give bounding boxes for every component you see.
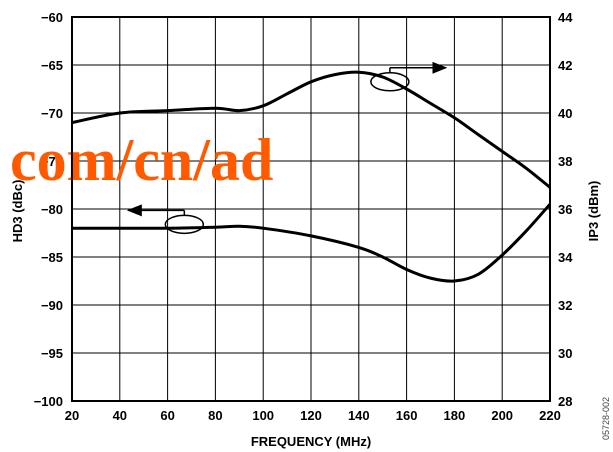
y-tick-label: −85 (41, 250, 63, 265)
y-tick-label: −90 (41, 298, 63, 313)
y-tick-label: −80 (41, 202, 63, 217)
y2-tick-label: 40 (558, 106, 572, 121)
y-tick-label: −65 (41, 58, 63, 73)
x-tick-label: 140 (348, 408, 370, 423)
x-tick-labels: 20 40 60 80 100 120 140 160 180 200 220 (65, 408, 561, 423)
x-tick-label: 20 (65, 408, 79, 423)
y-tick-label: −95 (41, 346, 63, 361)
watermark: com/cn/ad (10, 127, 273, 193)
x-tick-label: 200 (491, 408, 513, 423)
y-tick-label: −60 (41, 10, 63, 25)
y-axis-label: HD3 (dBc) (10, 180, 25, 243)
y2-tick-label: 42 (558, 58, 572, 73)
x-tick-label: 40 (113, 408, 127, 423)
y2-tick-label: 32 (558, 298, 572, 313)
hd3-series-line (72, 203, 552, 283)
x-tick-label: 220 (539, 408, 561, 423)
ip3-series-line (71, 70, 551, 189)
y-tick-label: −70 (41, 106, 63, 121)
x-tick-label: 80 (208, 408, 222, 423)
y2-tick-label: 44 (558, 10, 573, 25)
x-tick-label: 180 (444, 408, 466, 423)
y2-tick-label: 34 (558, 250, 573, 265)
x-tick-label: 100 (252, 408, 274, 423)
figure-id: 05728-002 (601, 397, 611, 440)
x-tick-label: 120 (300, 408, 322, 423)
x-tick-label: 160 (396, 408, 418, 423)
annotations (126, 61, 448, 235)
y2-tick-label: 30 (558, 346, 572, 361)
grid (72, 17, 550, 401)
x-tick-label: 60 (160, 408, 174, 423)
plot-frame (71, 16, 551, 402)
y2-tick-label: 38 (558, 154, 572, 169)
series-lines (71, 70, 552, 283)
hd3-annotation-ellipse (164, 214, 205, 235)
y-tick-label: −75 (41, 154, 63, 169)
y2-axis-label: IP3 (dBm) (586, 181, 601, 242)
y2-tick-label: 36 (558, 202, 572, 217)
ip3-annotation-ellipse (370, 72, 410, 92)
y-tick-labels: −60 −65 −70 −75 −80 −85 −90 −95 −100 (34, 10, 63, 409)
y2-tick-label: 28 (558, 394, 572, 409)
x-axis-label: FREQUENCY (MHz) (251, 434, 371, 449)
y-tick-label: −100 (34, 394, 63, 409)
y2-tick-labels: 44 42 40 38 36 34 32 30 28 (558, 10, 573, 409)
